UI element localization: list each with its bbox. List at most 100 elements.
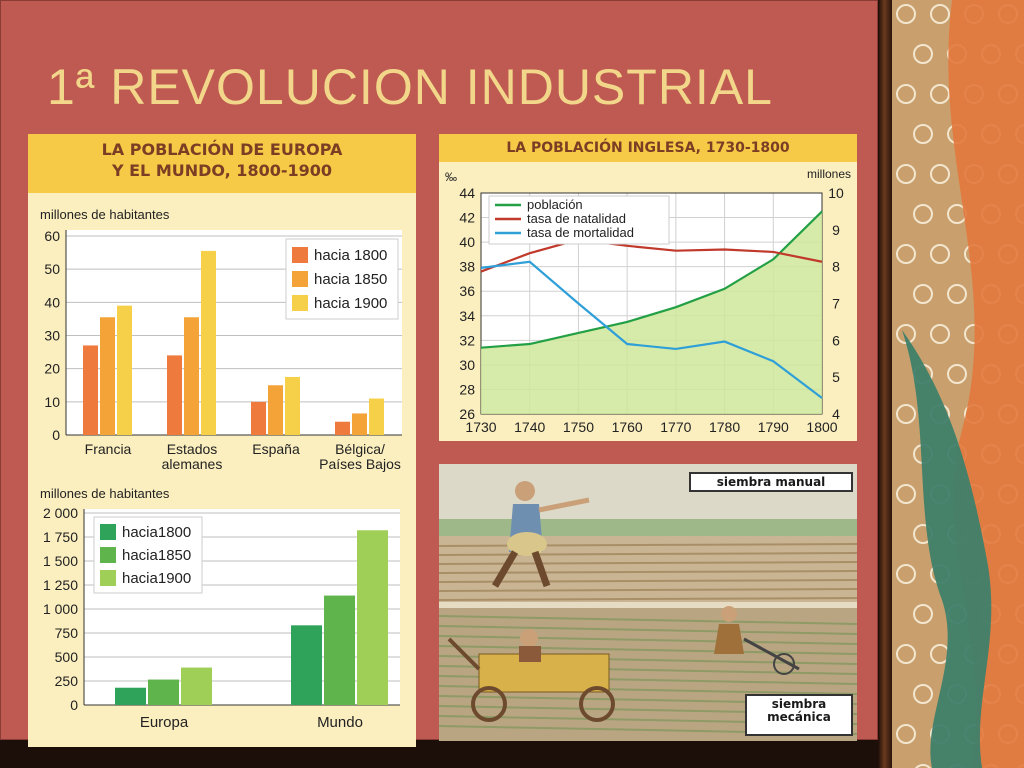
y-tick-label: 1 750 — [43, 529, 78, 545]
decorative-border — [892, 0, 1024, 768]
flower-motif — [896, 84, 916, 104]
x-tick-label: 1750 — [563, 419, 594, 435]
y-tick-label: 20 — [44, 361, 60, 377]
y-tick-label: 2 000 — [43, 505, 78, 521]
slide-frame-edge — [878, 0, 892, 768]
y-right-tick-label: 8 — [832, 259, 840, 275]
y-tick-label: 40 — [44, 294, 60, 310]
mechanical-sowing-label-line: mecánica — [767, 710, 831, 724]
y-tick-label: 60 — [44, 228, 60, 244]
y-left-tick-label: 42 — [459, 210, 475, 226]
x-tick-label: 1740 — [514, 419, 545, 435]
y-tick-label: 250 — [55, 673, 79, 689]
x-tick-label: 1730 — [465, 419, 496, 435]
flower-motif — [913, 684, 933, 704]
y-tick-label: 1 250 — [43, 577, 78, 593]
x-tick-label: Mundo — [317, 714, 363, 731]
flower-motif — [915, 764, 931, 768]
y-tick-label: 750 — [55, 625, 79, 641]
bar — [285, 376, 300, 435]
x-tick-label: 1790 — [758, 419, 789, 435]
furrow-line — [439, 645, 857, 655]
bar — [184, 317, 199, 435]
flower-motif — [896, 164, 916, 184]
europe-chart-title-line: Y EL MUNDO, 1800-1900 — [111, 161, 333, 180]
bar — [268, 385, 283, 435]
bar — [115, 687, 146, 705]
y-left-tick-label: 30 — [459, 357, 475, 373]
flower-motif — [913, 124, 933, 144]
y-left-tick-label: 28 — [459, 381, 475, 397]
legend-label: población — [527, 197, 583, 212]
floral-pattern — [896, 0, 1024, 768]
right-axis-unit: millones — [807, 167, 851, 181]
legend-label: tasa de mortalidad — [527, 225, 634, 240]
flower-motif — [896, 564, 916, 584]
legend-label: hacia 1850 — [314, 271, 387, 288]
flower-motif — [896, 724, 916, 744]
y-left-tick-label: 32 — [459, 332, 475, 348]
x-tick-label: 1780 — [709, 419, 740, 435]
slide-title: 1ª REVOLUCION INDUSTRIAL — [47, 59, 773, 115]
y-left-tick-label: 40 — [459, 234, 475, 250]
x-tick-label: Estados — [167, 441, 218, 457]
flower-motif — [896, 404, 916, 424]
mechanical-sowing-label-line: siembra — [771, 697, 827, 711]
sowing-illustration — [439, 464, 857, 741]
y-left-tick-label: 34 — [459, 308, 475, 324]
green-drape — [902, 330, 992, 768]
europe-countries-bar-chart: millones de habitantes 0 10 20 30 40 50 60 Fran… — [40, 207, 402, 472]
furrow-line — [439, 588, 857, 592]
bar — [335, 421, 350, 435]
y-tick-label: 50 — [44, 261, 60, 277]
english-population-panel: LA POBLACIÓN INGLESA, 1730-1800 ‰ millon… — [439, 134, 857, 441]
sowing-illustration-panel: siembra manual siembra mecánica — [439, 464, 857, 741]
y-left-tick-label: 36 — [459, 283, 475, 299]
flower-motif — [930, 84, 950, 104]
furrow-line — [439, 570, 857, 574]
mechanical-sowing-label: siembra mecánica — [745, 694, 853, 736]
europe-population-panel: LA POBLACIÓN DE EUROPA Y EL MUNDO, 1800-… — [28, 134, 416, 747]
flower-motif — [930, 324, 950, 344]
field-divider — [439, 602, 857, 608]
bar — [100, 317, 115, 435]
y-axis-label: millones de habitantes — [40, 207, 170, 222]
bar — [324, 595, 355, 705]
europe-chart-title: LA POBLACIÓN DE EUROPA Y EL MUNDO, 1800-… — [28, 134, 416, 193]
legend-label: hacia1900 — [122, 570, 191, 587]
furrow-line — [439, 615, 857, 625]
bar — [167, 355, 182, 435]
y-tick-label: 10 — [44, 394, 60, 410]
y-right-tick-label: 9 — [832, 222, 840, 238]
y-left-tick-label: 38 — [459, 259, 475, 275]
y-tick-label: 0 — [52, 427, 60, 443]
flower-motif — [896, 244, 916, 264]
flower-motif — [896, 484, 916, 504]
legend-swatch — [100, 547, 116, 563]
flower-motif — [913, 284, 933, 304]
furrow-line — [439, 597, 857, 601]
left-axis-unit: ‰ — [445, 170, 457, 184]
x-tick-label: alemanes — [162, 456, 223, 472]
seed-drill-figure — [447, 606, 800, 722]
x-tick-label: Europa — [140, 714, 189, 731]
y-right-tick-label: 7 — [832, 296, 840, 312]
flower-motif — [947, 364, 967, 384]
population-area — [481, 211, 822, 414]
world-population-bar-chart: millones de habitantes 0 250 500 750 1 000 1 … — [40, 486, 400, 731]
series-line — [480, 260, 823, 399]
bar — [201, 250, 216, 435]
y-right-tick-label: 4 — [832, 406, 840, 422]
x-tick-label: Países Bajos — [319, 456, 401, 472]
bar — [291, 625, 322, 705]
legend-label: tasa de natalidad — [527, 211, 626, 226]
flower-motif — [913, 604, 933, 624]
flower-motif — [913, 44, 933, 64]
furrow-line — [439, 625, 857, 635]
x-tick-label: 1760 — [612, 419, 643, 435]
y-tick-label: 1 500 — [43, 553, 78, 569]
europe-chart-title-line: LA POBLACIÓN DE EUROPA — [101, 140, 343, 159]
flower-motif — [947, 284, 967, 304]
x-tick-label: España — [252, 441, 300, 457]
y-axis-label: millones de habitantes — [40, 486, 170, 501]
